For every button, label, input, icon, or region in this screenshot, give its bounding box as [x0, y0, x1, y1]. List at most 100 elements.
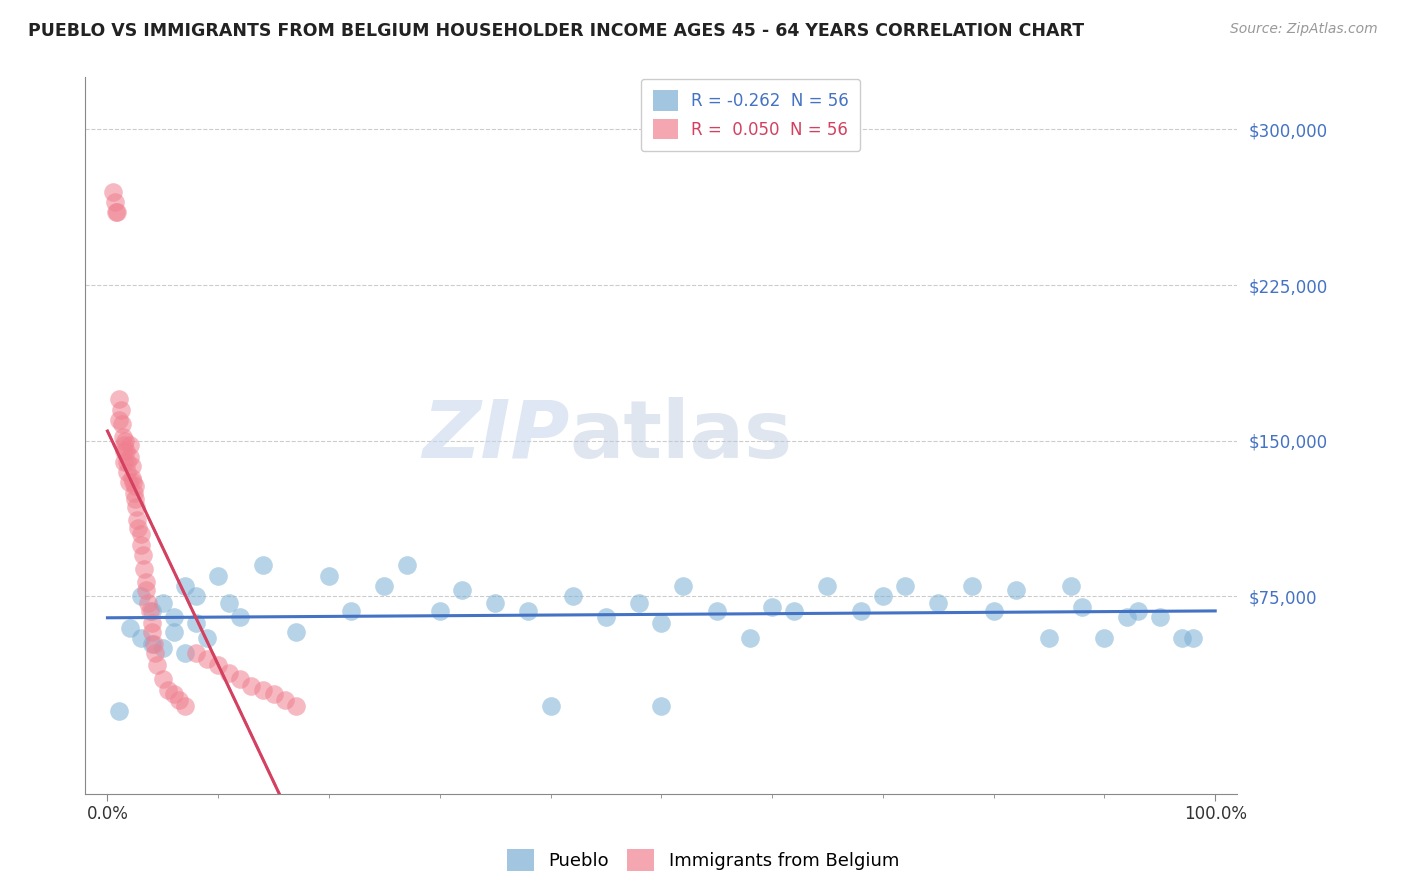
- Point: [118, 450, 141, 465]
- Point: [118, 621, 141, 635]
- Point: [107, 205, 129, 219]
- Point: [174, 646, 197, 660]
- Point: [138, 604, 160, 618]
- Point: [143, 646, 166, 660]
- Point: [540, 699, 562, 714]
- Text: ZIP: ZIP: [422, 397, 569, 475]
- Point: [218, 666, 240, 681]
- Point: [273, 693, 295, 707]
- Point: [163, 624, 186, 639]
- Legend: Pueblo, Immigrants from Belgium: Pueblo, Immigrants from Belgium: [499, 842, 907, 879]
- Point: [104, 194, 127, 209]
- Point: [174, 699, 197, 714]
- Point: [152, 596, 174, 610]
- Point: [117, 475, 139, 490]
- Point: [112, 438, 135, 452]
- Point: [738, 631, 761, 645]
- Point: [110, 402, 132, 417]
- Point: [894, 579, 917, 593]
- Point: [129, 590, 152, 604]
- Point: [115, 444, 138, 458]
- Point: [1094, 631, 1116, 645]
- Point: [121, 458, 143, 473]
- Point: [107, 413, 129, 427]
- Point: [141, 616, 163, 631]
- Legend: R = -0.262  N = 56, R =  0.050  N = 56: R = -0.262 N = 56, R = 0.050 N = 56: [641, 78, 860, 151]
- Point: [169, 693, 191, 707]
- Point: [117, 465, 139, 479]
- Point: [1115, 610, 1137, 624]
- Point: [783, 604, 806, 618]
- Point: [195, 651, 218, 665]
- Point: [340, 604, 363, 618]
- Point: [157, 682, 180, 697]
- Point: [849, 604, 872, 618]
- Point: [284, 624, 307, 639]
- Point: [135, 583, 157, 598]
- Point: [129, 537, 152, 551]
- Point: [111, 417, 134, 431]
- Point: [1182, 631, 1205, 645]
- Point: [174, 579, 197, 593]
- Text: PUEBLO VS IMMIGRANTS FROM BELGIUM HOUSEHOLDER INCOME AGES 45 - 64 YEARS CORRELAT: PUEBLO VS IMMIGRANTS FROM BELGIUM HOUSEH…: [28, 22, 1084, 40]
- Point: [124, 479, 146, 493]
- Point: [872, 590, 894, 604]
- Point: [706, 604, 728, 618]
- Point: [1004, 583, 1026, 598]
- Text: Source: ZipAtlas.com: Source: ZipAtlas.com: [1230, 22, 1378, 37]
- Point: [229, 673, 252, 687]
- Point: [152, 673, 174, 687]
- Point: [650, 699, 672, 714]
- Point: [122, 485, 145, 500]
- Point: [107, 392, 129, 407]
- Point: [628, 596, 651, 610]
- Point: [141, 637, 163, 651]
- Point: [112, 454, 135, 468]
- Point: [318, 568, 340, 582]
- Point: [252, 682, 274, 697]
- Point: [517, 604, 540, 618]
- Point: [121, 471, 143, 485]
- Point: [1038, 631, 1060, 645]
- Point: [263, 687, 285, 701]
- Point: [124, 491, 146, 506]
- Point: [927, 596, 949, 610]
- Point: [184, 590, 207, 604]
- Point: [163, 687, 186, 701]
- Point: [129, 527, 152, 541]
- Point: [207, 657, 229, 672]
- Point: [127, 521, 149, 535]
- Point: [252, 558, 274, 573]
- Point: [184, 616, 207, 631]
- Point: [107, 704, 129, 718]
- Point: [207, 568, 229, 582]
- Point: [132, 548, 155, 562]
- Point: [132, 562, 155, 576]
- Point: [373, 579, 395, 593]
- Point: [118, 438, 141, 452]
- Point: [1171, 631, 1194, 645]
- Point: [1149, 610, 1171, 624]
- Point: [141, 604, 163, 618]
- Text: atlas: atlas: [569, 397, 793, 475]
- Point: [1126, 604, 1149, 618]
- Point: [117, 454, 139, 468]
- Point: [983, 604, 1005, 618]
- Point: [101, 185, 124, 199]
- Point: [561, 590, 583, 604]
- Point: [105, 205, 128, 219]
- Point: [138, 596, 160, 610]
- Point: [114, 434, 136, 448]
- Point: [141, 624, 163, 639]
- Point: [1060, 579, 1083, 593]
- Point: [451, 583, 474, 598]
- Point: [284, 699, 307, 714]
- Point: [195, 631, 218, 645]
- Point: [111, 429, 134, 443]
- Point: [125, 500, 148, 515]
- Point: [960, 579, 983, 593]
- Point: [761, 599, 783, 614]
- Point: [484, 596, 506, 610]
- Point: [429, 604, 451, 618]
- Point: [143, 637, 166, 651]
